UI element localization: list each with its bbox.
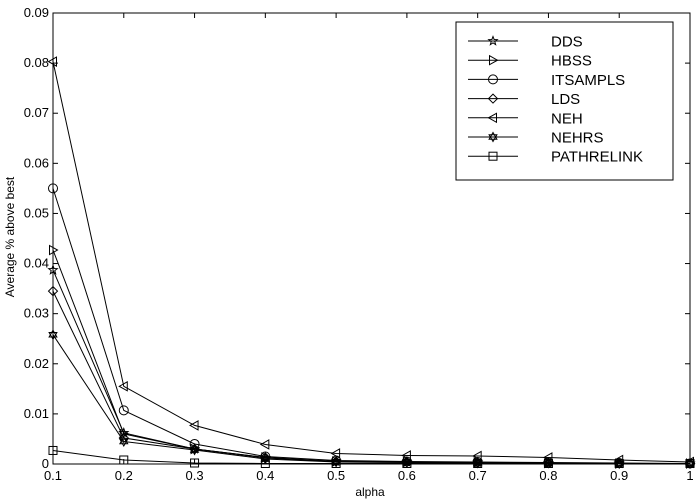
data-point-itsampls	[118, 405, 129, 416]
data-point-nehrs	[119, 435, 129, 447]
series-itsampls	[48, 183, 695, 469]
legend-item-lds: LDS	[468, 91, 580, 108]
series-line-neh	[52, 61, 691, 463]
series-pathrelink	[48, 445, 695, 468]
legend-star-icon	[487, 35, 499, 46]
y-tick-label: 0.04	[24, 256, 49, 271]
data-point-nehrs	[260, 453, 271, 465]
data-point-pathrelink	[48, 445, 58, 455]
legend-triangle-right-icon	[489, 54, 499, 66]
data-point-pathrelink	[685, 458, 695, 468]
data-point-neh	[189, 420, 199, 431]
data-point-nehrs	[48, 329, 58, 341]
x-axis-title: alpha	[355, 485, 385, 499]
legend-item-pathrelink: PATHRELINK	[468, 149, 643, 166]
x-tick-label: 0.3	[186, 468, 204, 483]
data-point-neh	[259, 439, 270, 450]
legend-square-icon	[488, 151, 498, 161]
data-point-nehrs	[472, 457, 483, 469]
legend-label: HBSS	[551, 53, 592, 70]
y-tick-label: 0.07	[24, 105, 49, 120]
data-point-nehrs	[189, 444, 200, 456]
data-point-hbss	[119, 428, 130, 440]
y-tick-label: 0.01	[24, 406, 49, 421]
series-nehrs	[48, 329, 695, 469]
y-tick-label: 0.08	[24, 55, 49, 70]
x-tick-label: 0.2	[115, 468, 133, 483]
legend-label: NEHRS	[551, 130, 604, 147]
x-tick-label: 0.5	[327, 468, 345, 483]
legend-item-nehrs: NEHRS	[468, 130, 604, 147]
data-point-nehrs	[614, 457, 624, 469]
data-point-pathrelink	[260, 458, 270, 468]
data-point-neh	[330, 448, 341, 459]
legend-circle-icon	[488, 74, 498, 85]
data-point-hbss	[49, 244, 59, 256]
data-point-pathrelink	[543, 458, 553, 468]
data-point-dds	[47, 264, 59, 275]
legend-triangle-left-icon	[487, 112, 497, 124]
legend: DDS HBSS ITSAMPLS LDS NEH NEHRS PATHRELINK	[455, 21, 674, 181]
series-lds	[47, 285, 696, 469]
data-point-neh	[472, 450, 482, 462]
data-point-neh	[118, 380, 128, 392]
legend-diamond-icon	[487, 93, 499, 104]
data-point-nehrs	[685, 457, 695, 469]
legend-item-itsampls: ITSAMPLS	[468, 72, 625, 89]
y-tick-label: 0	[42, 456, 49, 471]
data-point-itsampls	[48, 183, 58, 194]
x-tick-label: 1	[686, 468, 693, 483]
data-point-nehrs	[543, 457, 554, 469]
series-line-pathrelink	[52, 449, 690, 464]
y-tick-label: 0.06	[24, 155, 49, 170]
legend-item-neh: NEH	[468, 110, 583, 127]
y-tick-label: 0.03	[24, 306, 49, 321]
series-line-dds	[52, 269, 690, 464]
data-point-pathrelink	[331, 458, 341, 468]
x-tick-label: 0.1	[44, 468, 62, 483]
y-tick-label: 0.05	[24, 205, 49, 220]
series-line-itsampls	[52, 188, 691, 464]
series-line-hbss	[52, 249, 690, 464]
y-tick-label: 0.09	[24, 5, 49, 20]
data-point-pathrelink	[473, 458, 483, 468]
series-line-nehrs	[52, 334, 690, 464]
legend-label: NEH	[551, 110, 583, 127]
data-point-lds	[47, 285, 59, 297]
series-line-lds	[52, 290, 690, 464]
series-hbss	[49, 244, 696, 469]
data-point-pathrelink	[190, 458, 200, 468]
x-tick-label: 0.4	[256, 468, 274, 483]
legend-hexagram-icon	[488, 131, 498, 143]
data-point-pathrelink	[119, 455, 129, 465]
data-point-pathrelink	[614, 458, 624, 468]
data-point-pathrelink	[402, 458, 412, 468]
x-tick-label: 0.6	[398, 468, 416, 483]
legend-label: LDS	[551, 91, 580, 108]
legend-item-hbss: HBSS	[468, 53, 592, 70]
data-point-neh	[401, 450, 411, 461]
x-tick-label: 0.9	[610, 468, 628, 483]
series-dds	[47, 264, 696, 469]
legend-label: DDS	[551, 34, 583, 51]
x-tick-label: 0.7	[469, 468, 487, 483]
data-point-neh	[47, 56, 57, 67]
data-point-itsampls	[189, 438, 200, 449]
legend-item-dds: DDS	[468, 34, 583, 51]
y-axis-title: Average % above best	[3, 176, 17, 297]
y-tick-label: 0.02	[24, 356, 49, 371]
legend-label: PATHRELINK	[551, 149, 643, 166]
legend-label: ITSAMPLS	[551, 72, 625, 89]
x-tick-label: 0.8	[539, 468, 557, 483]
legend-box	[455, 21, 674, 181]
data-point-lds	[260, 452, 271, 463]
